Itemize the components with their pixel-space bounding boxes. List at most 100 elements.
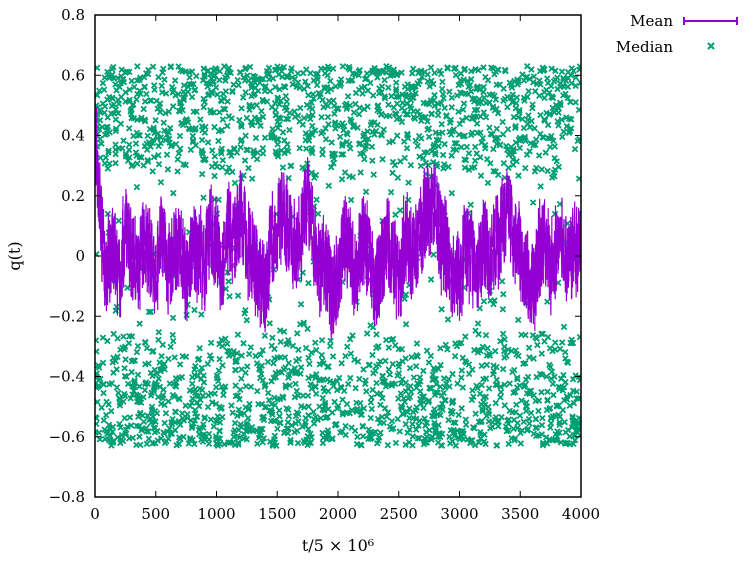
median-point: [379, 394, 386, 402]
median-point: [134, 63, 141, 70]
median-point: [524, 93, 531, 101]
median-point: [96, 116, 104, 124]
median-point: [95, 420, 100, 428]
median-point: [274, 425, 281, 433]
median-point: [498, 413, 505, 421]
median-point: [516, 144, 524, 152]
median-point: [530, 355, 537, 362]
median-point: [370, 171, 377, 178]
median-point: [346, 102, 354, 109]
median-point: [156, 108, 164, 116]
median-point: [431, 419, 438, 427]
median-point: [501, 402, 508, 409]
median-point: [166, 380, 174, 387]
median-point: [175, 63, 182, 70]
median-point: [393, 115, 401, 123]
median-point: [110, 75, 118, 82]
median-point: [312, 339, 319, 346]
median-point: [170, 86, 177, 94]
median-point: [279, 164, 287, 171]
x-tick-label: 2500: [380, 505, 418, 523]
median-point: [276, 327, 284, 334]
median-point: [295, 392, 302, 399]
median-point: [381, 405, 389, 412]
median-point: [513, 374, 521, 382]
median-point: [395, 395, 402, 402]
median-point: [361, 75, 369, 83]
median-point: [272, 83, 279, 91]
median-point: [192, 410, 199, 417]
median-point: [548, 65, 555, 72]
median-point: [542, 149, 549, 156]
median-point: [245, 350, 253, 358]
median-point: [569, 376, 577, 383]
median-point: [365, 361, 373, 369]
y-tick-label: 0.6: [61, 66, 85, 84]
median-point: [474, 349, 482, 356]
median-point: [142, 379, 150, 386]
median-point: [414, 80, 421, 87]
median-point: [457, 76, 464, 84]
median-point: [307, 381, 314, 388]
median-point: [270, 394, 278, 401]
median-point: [421, 149, 428, 156]
median-point: [157, 366, 164, 373]
median-point: [360, 132, 367, 140]
median-point: [402, 420, 409, 428]
median-point: [308, 147, 315, 155]
median-point: [242, 404, 249, 411]
median-point: [342, 352, 349, 360]
median-point: [459, 384, 467, 391]
median-point: [215, 196, 222, 203]
median-point: [533, 424, 541, 431]
median-point: [147, 308, 155, 316]
median-point: [151, 366, 159, 374]
median-point: [423, 347, 431, 355]
median-point: [136, 87, 143, 95]
median-point: [244, 72, 251, 79]
median-point: [452, 64, 459, 72]
median-point: [533, 335, 541, 342]
median-point: [141, 98, 149, 105]
median-point: [467, 76, 475, 83]
median-point: [409, 433, 417, 440]
median-point: [556, 99, 564, 106]
median-point: [392, 88, 400, 95]
median-point: [325, 405, 332, 413]
median-point: [112, 150, 119, 158]
median-point: [321, 407, 328, 414]
median-point: [441, 104, 448, 112]
median-point: [485, 385, 493, 392]
median-point: [266, 70, 273, 78]
median-point: [458, 117, 466, 124]
median-point: [469, 366, 476, 373]
median-point: [238, 366, 245, 373]
median-point: [140, 74, 148, 81]
median-point: [557, 439, 565, 446]
median-point: [177, 435, 184, 443]
median-point: [234, 392, 242, 399]
median-point: [100, 417, 108, 424]
median-point: [266, 88, 274, 95]
median-point: [200, 194, 207, 201]
median-point: [501, 95, 509, 103]
median-point: [361, 136, 369, 143]
median-point: [191, 371, 198, 379]
median-point: [552, 430, 559, 438]
median-point: [568, 336, 575, 344]
median-point: [247, 344, 255, 351]
median-point: [331, 398, 338, 406]
median-point: [172, 408, 180, 416]
median-point: [416, 374, 424, 381]
median-point: [150, 153, 158, 161]
median-point: [220, 95, 228, 103]
median-point: [322, 414, 329, 422]
median-point: [465, 166, 473, 173]
median-point: [142, 339, 149, 347]
median-point: [400, 138, 408, 145]
median-point: [544, 396, 551, 404]
median-point: [250, 72, 257, 80]
median-point: [261, 332, 269, 339]
median-point: [389, 158, 397, 166]
median-point: [312, 413, 319, 421]
